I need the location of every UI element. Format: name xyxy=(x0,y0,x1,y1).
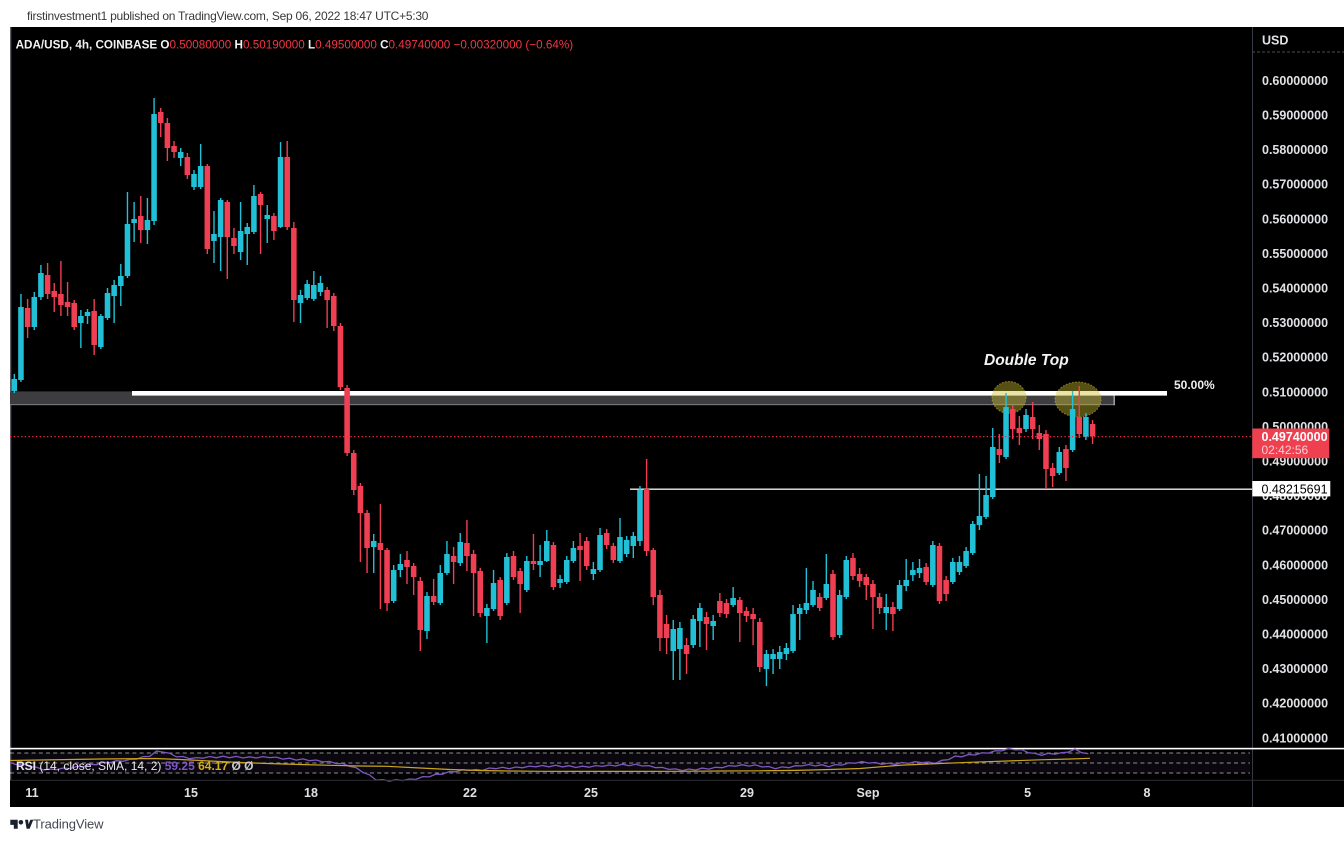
svg-text:0.58000000: 0.58000000 xyxy=(1262,143,1328,157)
svg-text:TradingView: TradingView xyxy=(33,817,104,832)
svg-text:firstinvestment1 published on: firstinvestment1 published on TradingVie… xyxy=(27,9,429,23)
svg-text:0.53000000: 0.53000000 xyxy=(1262,316,1328,330)
svg-text:0.43000000: 0.43000000 xyxy=(1262,662,1328,676)
svg-text:8: 8 xyxy=(1144,786,1151,800)
svg-text:0.45000000: 0.45000000 xyxy=(1262,593,1328,607)
svg-text:0.56000000: 0.56000000 xyxy=(1262,212,1328,226)
svg-text:RSI (14, close, SMA, 14, 2) 59: RSI (14, close, SMA, 14, 2) 59.25 64.17 … xyxy=(16,759,254,773)
svg-text:29: 29 xyxy=(740,786,754,800)
svg-text:02:42:56: 02:42:56 xyxy=(1262,443,1309,457)
svg-text:11: 11 xyxy=(25,786,38,800)
svg-text:5: 5 xyxy=(1024,786,1031,800)
svg-text:0.46000000: 0.46000000 xyxy=(1262,558,1328,572)
svg-text:0.41000000: 0.41000000 xyxy=(1262,731,1328,745)
svg-text:0.51000000: 0.51000000 xyxy=(1262,385,1328,399)
svg-text:0.60000000: 0.60000000 xyxy=(1262,74,1328,88)
svg-text:ADA/USD, 4h, COINBASE O0.5008: ADA/USD, 4h, COINBASE O0.50080000 H0.501… xyxy=(16,39,574,52)
svg-text:0.57000000: 0.57000000 xyxy=(1262,178,1328,192)
svg-text:0.52000000: 0.52000000 xyxy=(1262,351,1328,365)
svg-text:0.47000000: 0.47000000 xyxy=(1262,524,1328,538)
svg-text:0.44000000: 0.44000000 xyxy=(1262,628,1328,642)
svg-text:15: 15 xyxy=(184,786,198,800)
svg-text:Sep: Sep xyxy=(857,786,880,800)
svg-text:0.59000000: 0.59000000 xyxy=(1262,109,1328,123)
svg-text:Double Top: Double Top xyxy=(984,352,1069,369)
svg-text:0.54000000: 0.54000000 xyxy=(1262,282,1328,296)
svg-text:22: 22 xyxy=(463,786,477,800)
svg-text:18: 18 xyxy=(304,786,318,800)
svg-text:50.00%: 50.00% xyxy=(1174,378,1215,392)
svg-text:USD: USD xyxy=(1262,34,1288,48)
svg-text:0.42000000: 0.42000000 xyxy=(1262,697,1328,711)
svg-text:0.49740000: 0.49740000 xyxy=(1262,430,1328,444)
svg-text:25: 25 xyxy=(584,786,598,800)
svg-text:0.55000000: 0.55000000 xyxy=(1262,247,1328,261)
svg-text:0.48215691: 0.48215691 xyxy=(1262,483,1328,497)
